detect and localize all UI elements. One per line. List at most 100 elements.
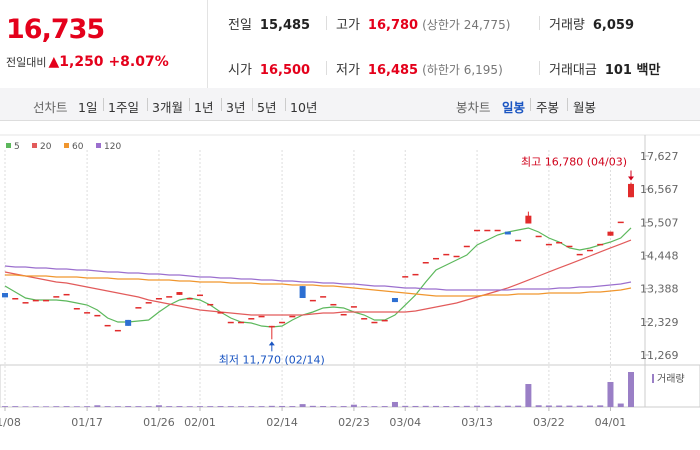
volume-bar [535,405,542,407]
candle-body [576,253,583,256]
volume-bar [525,384,532,407]
candle-body [248,318,255,320]
volume-bar [515,405,522,407]
volume-bar [104,406,111,407]
legend-swatch [32,143,37,148]
volume-bar [2,406,8,407]
period-button[interactable]: 1년 [194,100,214,115]
divider [530,98,531,111]
candle-body [53,296,60,298]
divider [539,16,540,30]
volume-bar [443,406,450,407]
period-button[interactable]: 3개월 [152,100,183,115]
toolbar: 선차트 1일 1주일 3개월 1년 3년 5년 10년 봉차트 일봉 주봉 월봉 [0,88,700,121]
candle-body [525,215,532,224]
change-pct: +8.07% [108,54,169,70]
volume-bar [166,406,173,407]
volume-bar [155,405,162,407]
candle-body [309,299,316,302]
change-value: 1,250 [59,54,104,70]
volume-bar [84,406,91,407]
annotation: 최고 16,780 (04/03) [521,156,627,169]
stat: 전일 15,485 [228,14,310,33]
legend-label: 60 [72,142,84,152]
candle-body [12,298,19,300]
period-button[interactable]: 5년 [257,100,277,115]
period-button[interactable]: 10년 [290,100,318,115]
stat-value: 101 백만 [604,63,661,78]
candle-body [504,231,511,235]
volume-bar [258,406,265,407]
volume-bar [320,406,327,407]
volume-bar [453,405,460,407]
candle-body [515,239,522,242]
candle-body [535,235,542,238]
candle-body [114,329,121,332]
volume-bar [196,406,203,407]
volume-bar [73,406,80,407]
period-button[interactable]: 3년 [226,100,246,115]
candle-body [125,319,132,326]
candle-button[interactable]: 일봉 [502,100,526,115]
candle-body [330,303,337,306]
candle-body [196,294,203,297]
x-tick-label: 01/08 [0,416,21,429]
stat-value: 16,485 [367,63,419,78]
divider [285,98,286,111]
candle-body [176,292,183,295]
x-tick-label: 03/22 [533,416,565,429]
candle-body [217,312,224,314]
stat-value: 15,485 [259,18,311,33]
candle-body [94,314,101,317]
candle-body [155,298,162,300]
up-arrow: ▲ [48,54,60,70]
volume-bar [607,381,614,407]
x-tick-label: 01/17 [71,416,103,429]
change-label: 전일대비 [6,56,47,69]
period-button[interactable]: 1일 [78,100,98,115]
candle-body [350,306,357,308]
candle-body [494,229,501,232]
ma-line [4,239,632,316]
volume-bar [371,406,378,407]
divider [326,16,327,30]
candle-body [412,273,419,276]
candle-body [361,318,368,320]
stat-label: 시가 [228,63,252,78]
candle-body [371,321,378,324]
volume-bar [361,406,368,407]
candle-body [73,308,80,310]
candle-body [207,303,214,306]
candle-body [43,299,50,302]
candle-body [145,302,152,304]
divider [221,98,222,111]
period-button[interactable]: 1주일 [108,100,139,115]
stat-value: 16,500 [259,63,311,78]
candle-body [566,245,573,248]
stat-note: (상한가 24,775) [422,18,511,32]
candle-body [463,245,470,248]
volume-bar [22,406,29,407]
candle-button[interactable]: 월봉 [573,100,597,115]
ma-line [4,265,632,291]
candle-body [391,298,398,303]
candle-button[interactable]: 주봉 [536,100,560,115]
y-tick-label: 11,269 [640,349,679,362]
volume-bar [504,405,511,407]
y-tick-label: 13,388 [640,283,679,296]
y-tick-label: 17,627 [640,150,679,163]
candle-body [279,321,286,324]
y-tick-label: 15,507 [640,216,679,229]
stat-value: 6,059 [592,18,635,33]
x-tick-label: 02/23 [338,416,370,429]
price-change: 전일대비 ▲1,250 +8.07% [6,54,169,70]
divider [252,98,253,111]
toolbar-label: 선차트 [33,100,68,115]
volume-bar [628,372,634,407]
arrow-head [268,341,275,346]
candle-body [433,257,440,260]
volume-bar [381,406,388,407]
volume-bar [463,405,470,407]
